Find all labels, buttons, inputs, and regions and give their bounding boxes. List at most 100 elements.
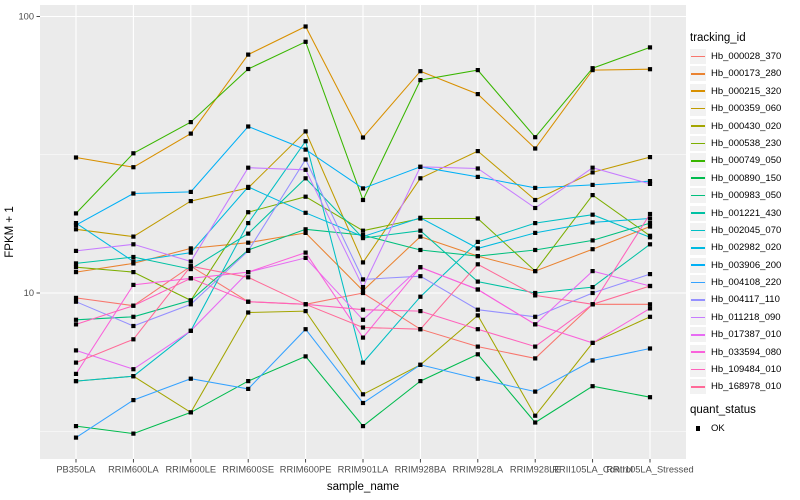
point-Hb_000890_150-RRII105LA_Stressed — [647, 395, 653, 400]
point-Hb_002045_070-RRIM928BA — [418, 294, 423, 299]
point-Hb_001221_430-RRIM600PE — [303, 176, 308, 181]
point-Hb_003906_200-RRIM928LA — [475, 174, 480, 179]
point-Hb_017387_010-RRIM901LA — [360, 317, 366, 322]
point-Hb_003906_200-RRIM901LA — [360, 186, 366, 191]
point-Hb_000430_020-RRIM928LE — [533, 413, 538, 418]
legend-item-Hb_000430_020: Hb_000430_020 — [690, 118, 800, 134]
legend-item-label: Hb_001221_430 — [711, 207, 782, 219]
legend-item-Hb_000173_280: Hb_000173_280 — [690, 66, 800, 82]
point-Hb_033594_080-RRIM928LE — [533, 322, 538, 327]
point-Hb_109484_010-RRIM600SE — [246, 299, 251, 304]
legend-item-quant-ok: OK — [690, 421, 800, 436]
y-tick-label: 10 — [24, 288, 34, 298]
legend-item-label: Hb_000359_060 — [711, 103, 782, 115]
point-Hb_002982_020-RRIM928LE — [533, 230, 538, 235]
legend-item-label: Hb_168978_010 — [711, 381, 782, 393]
point-Hb_000173_280-RRIM600SE — [246, 240, 251, 245]
point-Hb_000538_230-RRIM928LA — [475, 216, 480, 221]
x-tick-label: PB350LA — [56, 465, 96, 475]
legend-key-swatch — [690, 170, 706, 186]
point-Hb_004108_220-RRIM928BA — [418, 362, 423, 367]
x-tick-label: RRII105LA_Stressed — [606, 465, 693, 475]
legend-quant-status: quant_status OK — [690, 403, 800, 436]
point-Hb_000749_050-RRIM928LA — [475, 68, 480, 73]
point-Hb_004108_220-RRIM600LA — [131, 398, 136, 403]
legend-key-swatch — [690, 292, 706, 308]
legend-item-label: Hb_000749_050 — [711, 155, 782, 167]
point-Hb_000215_320-RRIM901LA — [360, 135, 366, 140]
point-Hb_109484_010-RRIM928LA — [475, 327, 480, 332]
point-Hb_000538_230-RRIM901LA — [360, 228, 366, 233]
point-Hb_000749_050-RRII105LA_Stressed — [647, 45, 653, 50]
point-Hb_000749_050-RRIM600SE — [246, 66, 251, 72]
legend-key-swatch — [690, 83, 706, 99]
x-axis-title: sample_name — [327, 481, 399, 493]
y-axis-title: FPKM + 1 — [4, 206, 16, 257]
point-Hb_168978_010-PB350LA — [73, 360, 79, 365]
legend-item-Hb_004108_220: Hb_004108_220 — [690, 275, 800, 291]
x-tick-label: RRIM928BA — [395, 465, 447, 475]
point-Hb_004108_220-RRII105LA_Stressed — [647, 346, 653, 351]
x-tick-label: RRIM600PE — [280, 465, 332, 475]
point-Hb_000215_320-RRIM928BA — [418, 69, 423, 74]
point-Hb_000890_150-PB350LA — [73, 424, 79, 429]
point-Hb_000359_060-RRII105LA_Control — [590, 170, 595, 175]
point-Hb_000359_060-RRIM600LE — [188, 199, 193, 204]
legend-key-swatch — [690, 188, 706, 204]
point-Hb_004117_110-RRII105LA_Control — [590, 290, 595, 296]
legend-key-line — [691, 281, 705, 284]
legend-item-Hb_000749_050: Hb_000749_050 — [690, 153, 800, 169]
point-Hb_033594_080-RRIM901LA — [360, 335, 366, 340]
point-Hb_033594_080-PB350LA — [73, 371, 79, 376]
legend-key-swatch — [690, 362, 706, 378]
point-Hb_004108_220-PB350LA — [73, 435, 79, 440]
point-Hb_003906_200-RRIM928LE — [533, 185, 538, 190]
legend-key-ok-square — [690, 421, 706, 436]
point-Hb_000215_320-RRIM600PE — [303, 24, 308, 29]
point-Hb_011218_090-RRIM600LA — [131, 242, 136, 247]
point-Hb_000983_050-RRIM600LE — [188, 298, 193, 303]
quant-items: OK — [690, 421, 800, 436]
point-Hb_000173_280-RRIM901LA — [360, 288, 366, 293]
legend-item-label: OK — [711, 423, 725, 435]
legend-key-line — [691, 351, 705, 353]
point-Hb_000028_370-RRIM928LA — [475, 344, 480, 349]
point-Hb_004108_220-RRIM928LA — [475, 376, 480, 381]
point-Hb_004117_110-RRIM600PE — [303, 157, 308, 162]
point-Hb_002982_020-RRIM600LE — [188, 250, 193, 255]
legend-item-label: Hb_033594_080 — [711, 346, 782, 358]
point-Hb_004117_110-RRIM901LA — [360, 277, 366, 282]
point-Hb_000173_280-RRII105LA_Control — [590, 247, 595, 252]
legend-item-label: Hb_000890_150 — [711, 172, 782, 184]
legend-key-swatch — [690, 222, 706, 238]
point-Hb_109484_010-RRIM600LA — [131, 303, 136, 308]
point-Hb_002982_020-RRIM928LA — [475, 246, 480, 251]
legend-item-Hb_168978_010: Hb_168978_010 — [690, 379, 800, 395]
point-Hb_004117_110-RRII105LA_Stressed — [647, 272, 653, 277]
legend-item-Hb_000028_370: Hb_000028_370 — [690, 49, 800, 64]
legend-item-label: Hb_000430_020 — [711, 120, 782, 132]
point-Hb_000890_150-RRIM600LA — [131, 431, 136, 436]
point-Hb_109484_010-RRIM901LA — [360, 307, 366, 312]
legend-item-Hb_011218_090: Hb_011218_090 — [690, 309, 800, 325]
point-Hb_033594_080-RRIM600SE — [246, 270, 251, 275]
legend-key-swatch — [690, 66, 706, 82]
point-Hb_004117_110-PB350LA — [73, 299, 79, 304]
point-Hb_000215_320-RRIM600LA — [131, 165, 136, 170]
legend-key-swatch — [690, 309, 706, 325]
point-Hb_000890_150-RRIM600LE — [188, 410, 193, 415]
point-Hb_002045_070-RRIM600LA — [131, 374, 136, 379]
point-Hb_033594_080-RRII105LA_Control — [590, 340, 595, 345]
point-Hb_002045_070-RRIM928LE — [533, 221, 538, 226]
legend-key-swatch — [690, 275, 706, 291]
legend-item-Hb_000359_060: Hb_000359_060 — [690, 101, 800, 117]
legend-item-label: Hb_017387_010 — [711, 329, 782, 341]
legend-key-line — [691, 246, 705, 249]
point-Hb_001221_430-RRIM928LA — [475, 279, 480, 284]
point-Hb_000359_060-RRIM901LA — [360, 260, 366, 265]
point-Hb_002045_070-RRIM928LA — [475, 239, 480, 244]
legend-key-line — [691, 264, 705, 266]
point-Hb_000215_320-RRIM600LE — [188, 131, 193, 136]
x-tick-label: RRII105LA_Control — [552, 465, 633, 475]
legend-key-swatch — [690, 118, 706, 134]
